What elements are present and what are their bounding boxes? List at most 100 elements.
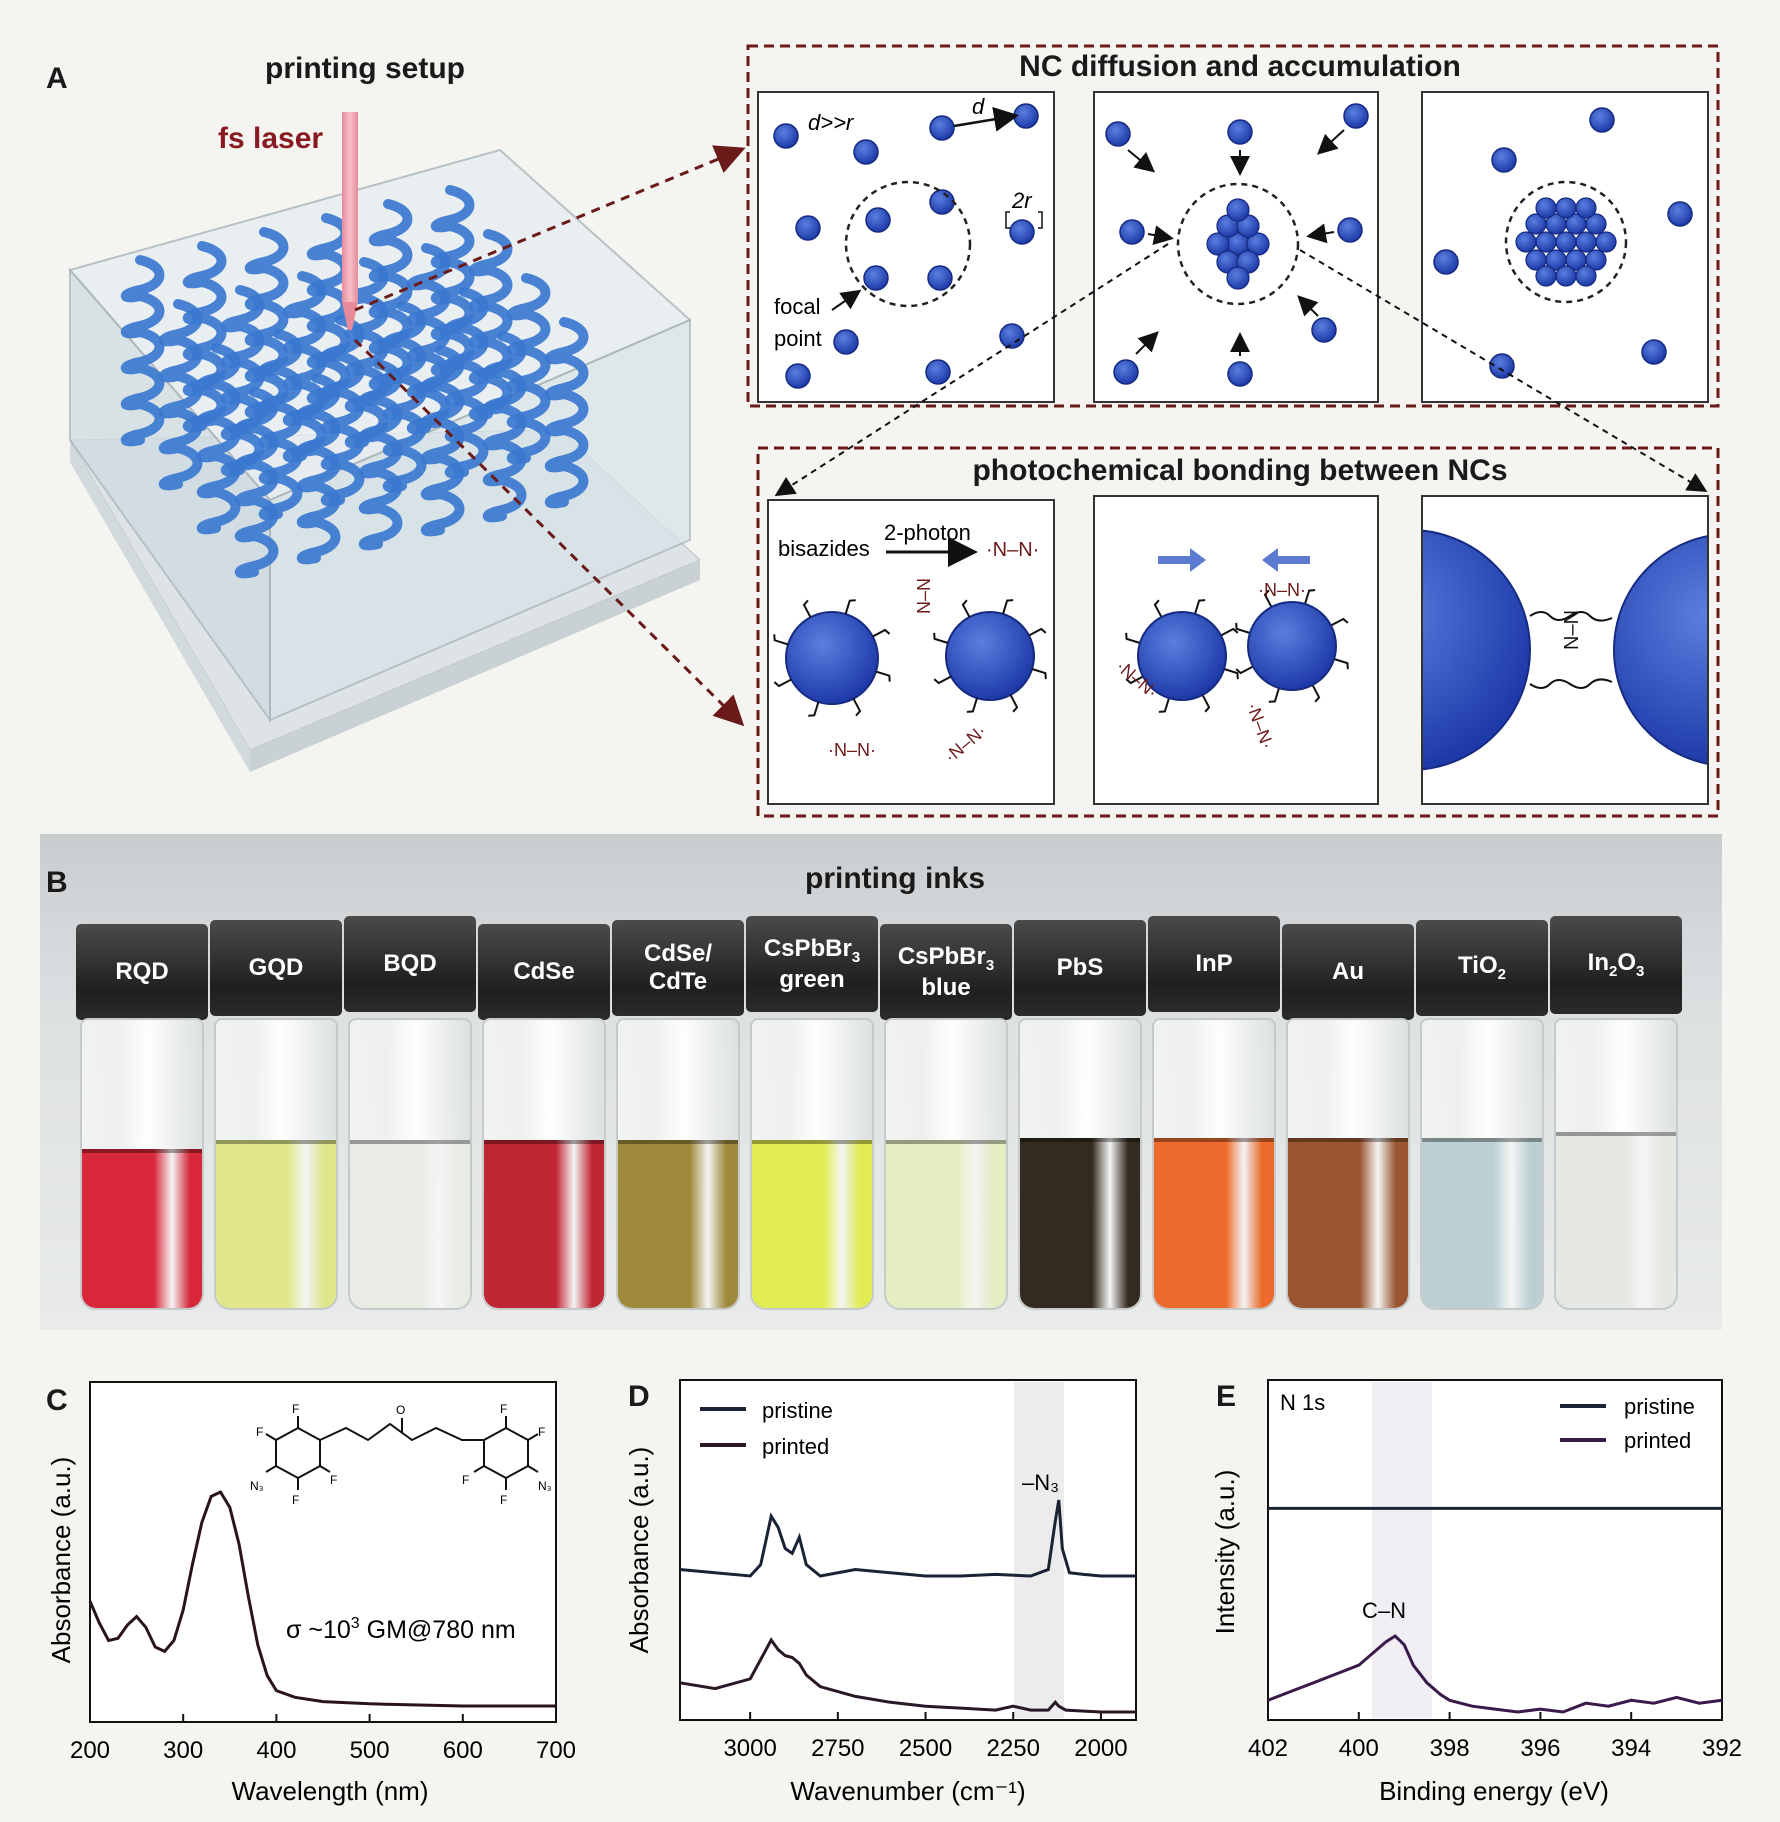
ligand xyxy=(1311,684,1321,703)
nanocrystal xyxy=(1535,197,1557,219)
printed-helix-array xyxy=(120,185,589,579)
ligand xyxy=(1304,589,1316,605)
vial-liquid-3 xyxy=(484,1140,604,1308)
helix xyxy=(306,213,351,405)
ligand xyxy=(773,634,789,646)
ligand xyxy=(808,701,820,717)
chart-d-series-printed xyxy=(679,1637,1136,1714)
svg-text:F: F xyxy=(330,1473,337,1487)
svg-text:O: O xyxy=(396,1403,405,1417)
x-tick-label: 500 xyxy=(350,1737,390,1764)
svg-text:N₃: N₃ xyxy=(250,1479,264,1493)
nanocrystal xyxy=(1535,265,1557,287)
ligand xyxy=(1201,694,1211,713)
ligand xyxy=(1330,617,1349,627)
chart-d-ticks: 3000 2750 2500 2250 2000 xyxy=(723,1712,1128,1762)
panel-label-c: C xyxy=(46,1384,68,1417)
svg-text:F: F xyxy=(462,1473,469,1487)
vial-cap-0: RQD xyxy=(76,924,208,1020)
panel-label-e: E xyxy=(1216,1380,1237,1413)
x-tick-label: 2750 xyxy=(811,1735,864,1762)
chart-e-series-printed xyxy=(1267,1634,1723,1714)
chart-c-annotation: σ ~103 GM@780 nm xyxy=(286,1615,516,1644)
vial-cap-6: CsPbBr3 blue xyxy=(880,924,1012,1020)
diffusion-outer-box xyxy=(746,44,1720,408)
chart-e-xlabel: Binding energy (eV) xyxy=(1379,1776,1609,1806)
vial-body-3 xyxy=(482,1018,606,1310)
vial-liquid-5 xyxy=(752,1140,872,1308)
nanocrystal xyxy=(1206,232,1230,256)
nc-1a xyxy=(785,611,879,705)
ligand xyxy=(1028,627,1047,637)
diffusion-box-2-particles xyxy=(1105,103,1369,387)
ligand xyxy=(1268,687,1280,703)
chart-d-series-pristine xyxy=(679,1499,1136,1578)
x-tick-label: 392 xyxy=(1702,1735,1742,1762)
connector-to-bonding xyxy=(353,338,745,727)
x-tick-label: 396 xyxy=(1520,1735,1560,1762)
vial-cap-9: Au xyxy=(1282,924,1414,1020)
laser-beam xyxy=(342,112,358,302)
vial-liquid-0 xyxy=(82,1149,202,1308)
vial-label-line2: green xyxy=(779,965,845,993)
helix xyxy=(120,255,165,447)
nanocrystal xyxy=(1246,232,1270,256)
vial-cap-4: CdSe/CdTe xyxy=(612,920,744,1016)
zoom-connector-left xyxy=(774,243,1169,497)
helix xyxy=(544,317,589,509)
nitrene-label-5: ·N–N· xyxy=(1258,580,1306,600)
helix xyxy=(444,287,489,479)
helix xyxy=(182,241,227,433)
chart-d-frame xyxy=(679,1379,1137,1721)
ligand xyxy=(1125,632,1141,644)
ligand xyxy=(1002,599,1014,615)
chart-d-ylabel: Absorbance (a.u.) xyxy=(624,1447,654,1654)
vial-label: GQD xyxy=(248,954,304,982)
diffusion-arrows xyxy=(1127,129,1345,356)
legend-d-printed: printed xyxy=(762,1434,829,1459)
bonded-nc-closeup xyxy=(1423,529,1707,771)
vial-label: TiO2 xyxy=(1458,952,1506,984)
vial-liquid-9 xyxy=(1288,1138,1408,1308)
x-tick-label: 300 xyxy=(163,1737,203,1764)
svg-text:F: F xyxy=(500,1402,507,1416)
svg-text:F: F xyxy=(256,1425,263,1439)
helix xyxy=(158,299,203,491)
printing-inks-title: printing inks xyxy=(805,862,985,895)
vial-liquid-8 xyxy=(1154,1138,1274,1308)
ligand xyxy=(875,670,891,682)
vial-body-10 xyxy=(1420,1018,1544,1310)
nc-2a xyxy=(1137,611,1227,701)
panel-label-a: A xyxy=(46,62,68,95)
legend-e-printed: printed xyxy=(1624,1428,1691,1453)
chart-e-frame xyxy=(1267,1379,1723,1721)
helix xyxy=(420,345,465,537)
panel-label-b: B xyxy=(46,866,68,899)
chart-d-xlabel: Wavenumber (cm⁻¹) xyxy=(790,1776,1025,1806)
ligand xyxy=(966,697,978,713)
ligand xyxy=(1235,665,1254,675)
ligand xyxy=(1158,697,1170,713)
svg-text:F: F xyxy=(292,1402,299,1416)
diffusion-box-1-particles xyxy=(773,103,1039,389)
chart-e-ylabel: Intensity (a.u.) xyxy=(1210,1470,1240,1635)
helix xyxy=(234,387,279,579)
vial-label: BQD xyxy=(383,950,437,978)
helix xyxy=(320,315,365,507)
x-tick-label: 200 xyxy=(70,1737,110,1764)
helix xyxy=(258,329,303,521)
nitrene-label-1: ·N–N· xyxy=(986,539,1039,561)
vial-label-line2: CdTe xyxy=(648,968,708,995)
x-tick-label: 398 xyxy=(1430,1735,1470,1762)
chart-e-peak-label: C–N xyxy=(1362,1598,1406,1623)
focal-label: focal xyxy=(774,294,820,319)
ligand xyxy=(1153,599,1163,618)
vial-label: Au xyxy=(1332,958,1364,986)
bonding-title: photochemical bonding between NCs xyxy=(972,454,1508,487)
chart-e-ticks: 402 400 398 396 394 392 xyxy=(1248,1712,1742,1762)
vial-body-5 xyxy=(750,1018,874,1310)
diffusion-title: NC diffusion and accumulation xyxy=(1019,50,1461,83)
diffusion-box-3-particles xyxy=(1433,107,1693,379)
point-label: point xyxy=(774,326,822,351)
vial-liquid-6 xyxy=(886,1140,1006,1308)
